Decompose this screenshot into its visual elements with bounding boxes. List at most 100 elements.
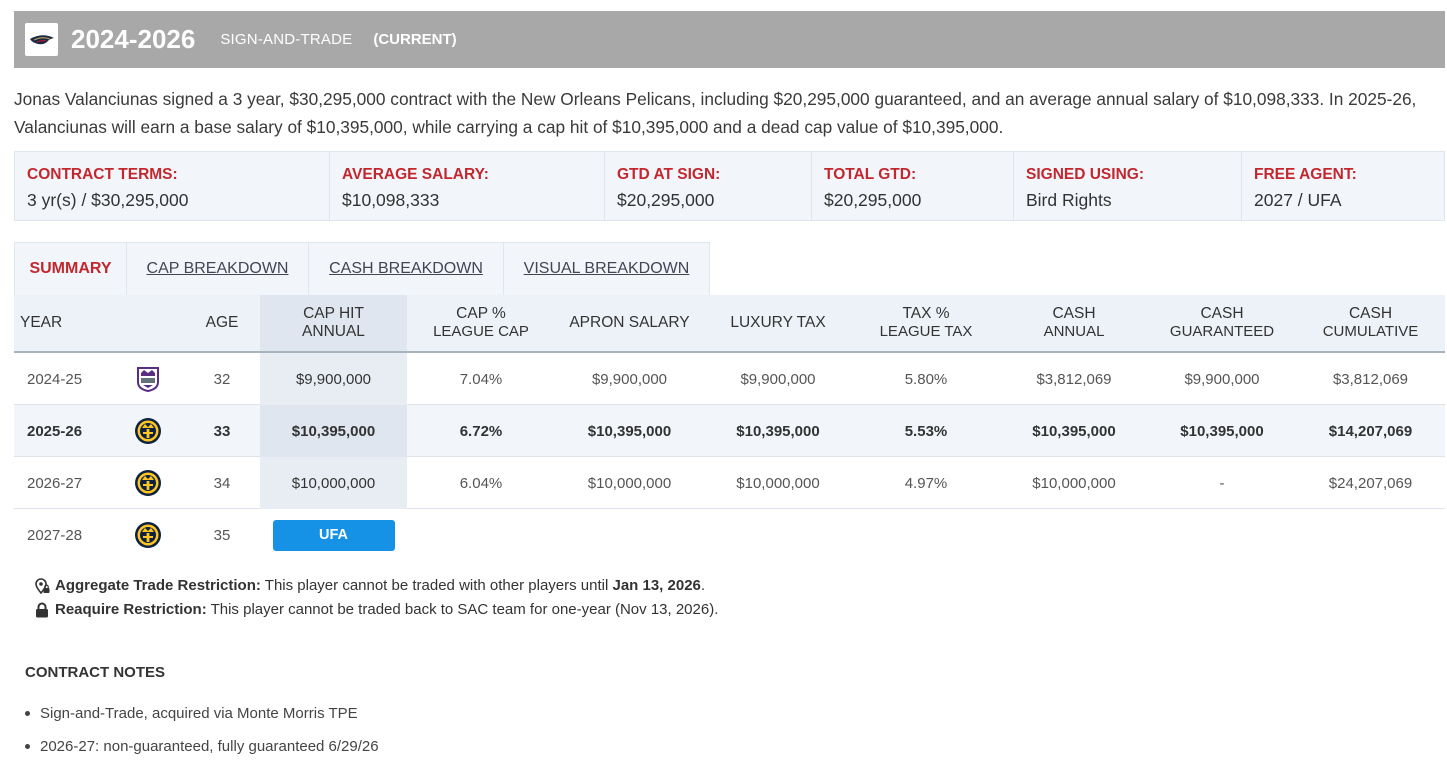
term-average-salary: AVERAGE SALARY: $10,098,333	[330, 152, 605, 220]
cell-cash-annual: $10,000,000	[1032, 474, 1116, 492]
cell-year: 2026-27	[27, 474, 83, 492]
contract-header: 2024-2026 SIGN-AND-TRADE (CURRENT)	[14, 11, 1445, 68]
list-item: Sign-and-Trade, acquired via Monte Morri…	[25, 697, 379, 730]
term-free-agent: FREE AGENT: 2027 / UFA	[1242, 152, 1444, 220]
cell-cap-hit: $9,900,000	[260, 353, 407, 405]
tab-cap-breakdown[interactable]: CAP BREAKDOWN	[126, 242, 309, 295]
cell-cash-annual: $10,395,000	[1032, 422, 1116, 440]
cell-age: 34	[213, 474, 231, 492]
restriction-text: This player cannot be traded back to SAC…	[206, 601, 719, 618]
cell-luxury-tax: $10,395,000	[736, 422, 820, 440]
bullet-icon	[25, 744, 30, 749]
header-label: CAP HIT	[303, 305, 364, 322]
pelicans-logo-icon	[25, 23, 58, 56]
cell-apron-salary: $10,000,000	[587, 474, 672, 492]
cell-luxury-tax: $10,000,000	[736, 474, 820, 492]
term-label: CONTRACT TERMS:	[27, 166, 178, 183]
contract-notes-title: CONTRACT NOTES	[25, 664, 165, 681]
tab-cash-breakdown[interactable]: CASH BREAKDOWN	[309, 242, 504, 295]
term-label: FREE AGENT:	[1254, 166, 1357, 183]
term-value: $10,098,333	[342, 190, 440, 210]
header-sublabel: ANNUAL	[302, 323, 365, 340]
cell-apron-salary: $9,900,000	[591, 370, 668, 388]
contract-years: 2024-2026	[71, 24, 196, 54]
cell-cash-cumulative: $24,207,069	[1328, 474, 1413, 492]
header-sublabel: GUARANTEED	[1169, 323, 1275, 340]
restriction-label: Reaquire Restriction:	[55, 601, 207, 618]
tab-visual-breakdown[interactable]: VISUAL BREAKDOWN	[504, 242, 710, 295]
cell-age: 33	[213, 422, 231, 440]
ufa-badge: UFA	[272, 519, 395, 551]
col-cash-annual: CASH ANNUAL	[1000, 295, 1148, 351]
term-label: SIGNED USING:	[1026, 166, 1144, 183]
cell-luxury-tax: $9,900,000	[740, 370, 816, 388]
contract-status: (CURRENT)	[373, 31, 457, 48]
col-cap-pct: CAP % LEAGUE CAP	[407, 295, 555, 351]
header-label: CASH	[1200, 305, 1244, 322]
restriction-label: Aggregate Trade Restriction:	[55, 577, 261, 594]
reaquire-restriction: Reaquire Restriction: This player cannot…	[34, 598, 718, 622]
contract-notes-list: Sign-and-Trade, acquired via Monte Morri…	[25, 697, 379, 763]
nuggets-logo-icon	[128, 457, 168, 509]
term-value: $20,295,000	[617, 190, 715, 210]
term-total-gtd: TOTAL GTD: $20,295,000	[812, 152, 1014, 220]
restriction-date: Jan 13, 2026	[612, 577, 701, 594]
location-lock-icon	[35, 578, 50, 594]
header-label: YEAR	[20, 314, 63, 331]
header-sublabel: ANNUAL	[1043, 323, 1105, 340]
cell-cash-guaranteed: -	[1219, 474, 1225, 492]
term-value: 2027 / UFA	[1254, 190, 1342, 210]
table-header: YEAR AGE CAP HIT ANNUAL CAP % LEAGUE CAP…	[14, 295, 1445, 353]
kings-logo-icon	[128, 353, 168, 405]
list-item: 2026-27: non-guaranteed, fully guarantee…	[25, 730, 379, 763]
table-row: 2024-25 32 $9,900,000 7.04% $9,900,000 $…	[14, 353, 1445, 405]
term-gtd-at-sign: GTD AT SIGN: $20,295,000	[605, 152, 812, 220]
term-value: $20,295,000	[824, 190, 922, 210]
cell-free-agent: UFA	[260, 509, 407, 561]
restriction-tail: .	[700, 577, 706, 594]
col-cash-guaranteed: CASH GUARANTEED	[1148, 295, 1296, 351]
cell-tax-pct: 5.53%	[904, 422, 948, 440]
cell-cap-pct: 7.04%	[459, 370, 503, 388]
bullet-icon	[25, 711, 30, 716]
cell-apron-salary: $10,395,000	[587, 422, 672, 440]
cell-tax-pct: 4.97%	[904, 474, 948, 492]
contract-terms: CONTRACT TERMS: 3 yr(s) / $30,295,000 AV…	[14, 151, 1445, 221]
term-label: AVERAGE SALARY:	[342, 166, 489, 183]
nuggets-logo-icon	[128, 509, 168, 561]
header-label: CAP %	[456, 305, 506, 322]
cell-cash-guaranteed: $9,900,000	[1184, 370, 1260, 388]
cell-cash-guaranteed: $10,395,000	[1180, 422, 1264, 440]
cell-year: 2027-28	[27, 526, 83, 544]
header-sublabel: CUMULATIVE	[1322, 323, 1419, 340]
term-label: GTD AT SIGN:	[617, 166, 721, 183]
col-apron-salary: APRON SALARY	[555, 295, 704, 351]
note-text: Sign-and-Trade, acquired via Monte Morri…	[40, 705, 358, 722]
nuggets-logo-icon	[128, 405, 168, 457]
trade-restrictions: Aggregate Trade Restriction: This player…	[34, 574, 718, 622]
term-value: 3 yr(s) / $30,295,000	[27, 190, 189, 210]
table-row: 2027-28 35 UFA	[14, 509, 1445, 561]
header-sublabel: LEAGUE CAP	[433, 323, 529, 340]
note-text: 2026-27: non-guaranteed, fully guarantee…	[40, 738, 379, 755]
header-label: APRON SALARY	[569, 314, 690, 331]
cell-year: 2024-25	[27, 370, 83, 388]
contract-summary: Jonas Valanciunas signed a 3 year, $30,2…	[14, 89, 1417, 137]
cell-year: 2025-26	[27, 422, 83, 440]
cell-cap-pct: 6.72%	[459, 422, 503, 440]
header-label: TAX %	[902, 305, 950, 322]
header-label: CASH	[1052, 305, 1096, 322]
header-label: AGE	[205, 314, 239, 331]
tab-summary[interactable]: SUMMARY	[14, 242, 126, 295]
table-row: 2026-27 34 $10,000,000 6.04% $10,000,000…	[14, 457, 1445, 509]
col-tax-pct: TAX % LEAGUE TAX	[852, 295, 1000, 351]
breakdown-tabs: SUMMARY CAP BREAKDOWN CASH BREAKDOWN VIS…	[14, 242, 710, 295]
col-age: AGE	[184, 295, 260, 351]
col-luxury-tax: LUXURY TAX	[704, 295, 852, 351]
aggregate-restriction: Aggregate Trade Restriction: This player…	[34, 574, 718, 598]
contract-table: YEAR AGE CAP HIT ANNUAL CAP % LEAGUE CAP…	[14, 295, 1445, 561]
cell-cap-pct: 6.04%	[459, 474, 503, 492]
col-cash-cumulative: CASH CUMULATIVE	[1296, 295, 1445, 351]
lock-icon	[36, 602, 48, 618]
table-row-current: 2025-26 33 $10,395,000 6.72% $10,395,000…	[14, 405, 1445, 457]
